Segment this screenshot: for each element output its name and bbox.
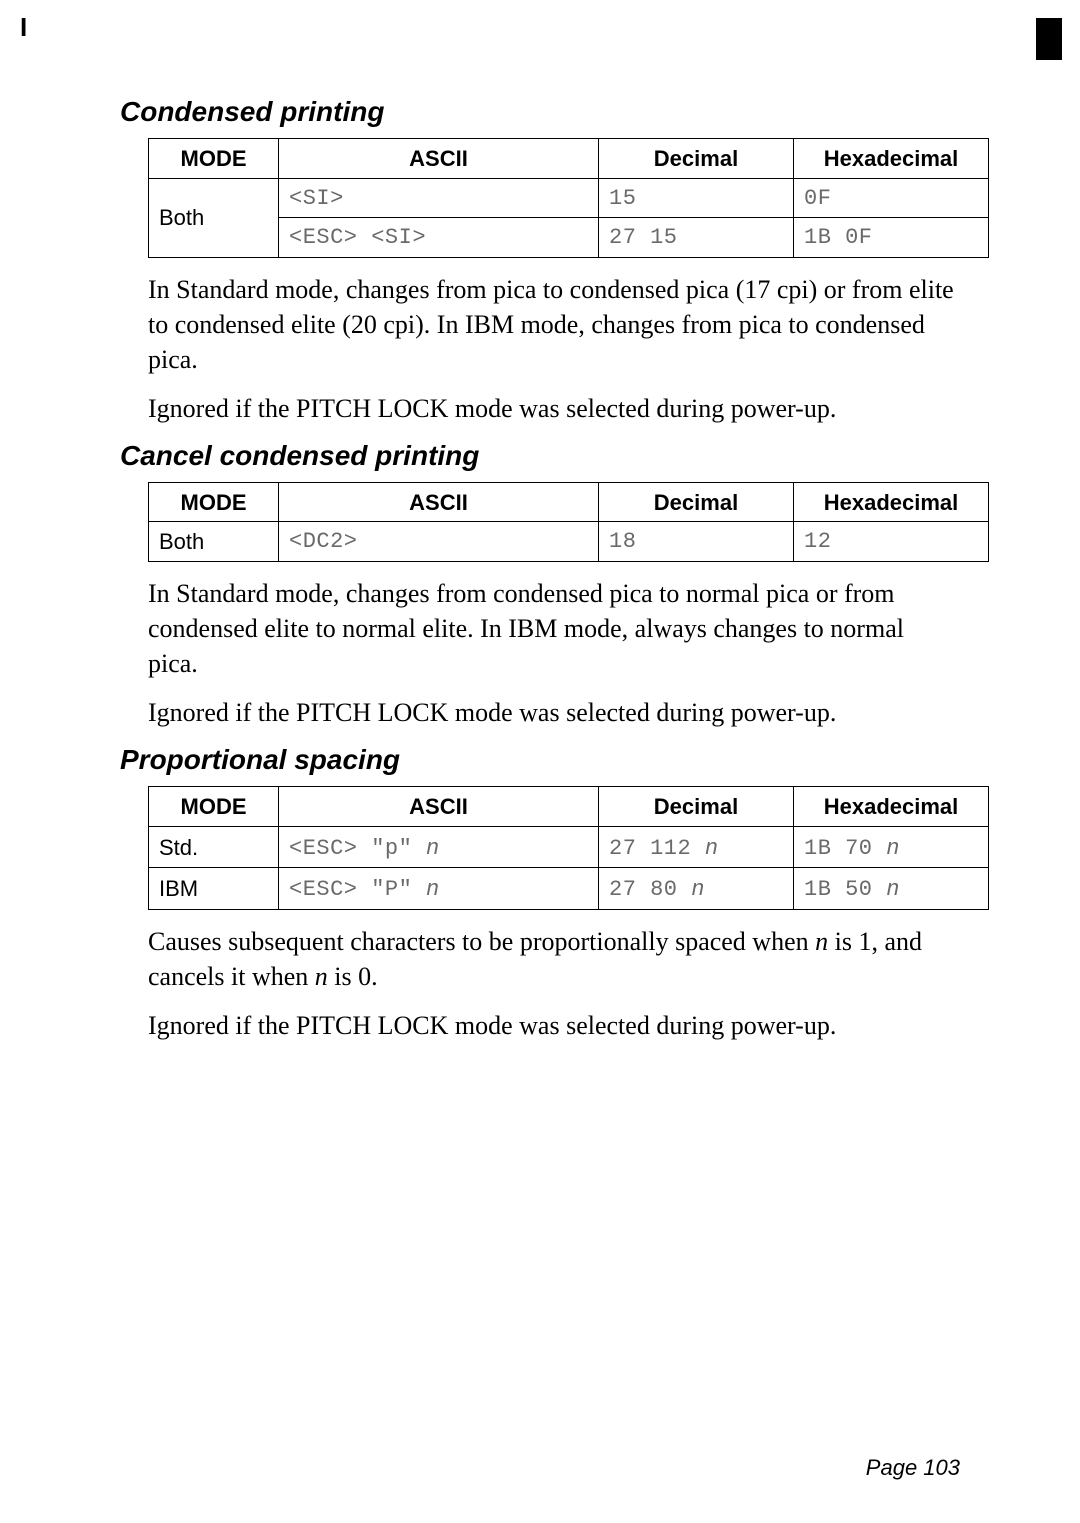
cell-hex: 0F [794,178,989,218]
cell-hex: 1B 70 n [794,826,989,868]
cell-hex-pre: 1B 70 [804,836,886,861]
cell-mode: Both [149,522,279,562]
table-row: Both <SI> 15 0F [149,178,989,218]
heading-cancel-condensed: Cancel condensed printing [120,440,960,472]
th-hex: Hexadecimal [794,139,989,179]
para-proportional-1: Causes subsequent characters to be propo… [148,924,960,994]
cell-decimal: 27 15 [599,218,794,258]
page-number: Page 103 [866,1455,960,1481]
cell-mode: Std. [149,826,279,868]
cell-hex-n: n [886,836,900,861]
table-row: IBM <ESC> "P" n 27 80 n 1B 50 n [149,868,989,910]
para-prop-n2: n [315,962,328,991]
cell-ascii-pre: <ESC> "p" [289,836,426,861]
cell-ascii: <ESC> "P" n [279,868,599,910]
para-prop-1a: Causes subsequent characters to be propo… [148,927,815,956]
th-decimal: Decimal [599,139,794,179]
cell-ascii: <ESC> "p" n [279,826,599,868]
table-header-row: MODE ASCII Decimal Hexadecimal [149,139,989,179]
para-prop-1c: is 0. [328,962,378,991]
cell-hex: 1B 50 n [794,868,989,910]
table-row: Std. <ESC> "p" n 27 112 n 1B 70 n [149,826,989,868]
para-condensed-1: In Standard mode, changes from pica to c… [148,272,960,377]
th-mode: MODE [149,139,279,179]
cell-decimal: 27 80 n [599,868,794,910]
para-cancel-1: In Standard mode, changes from condensed… [148,576,960,681]
table-cancel-condensed: MODE ASCII Decimal Hexadecimal Both <DC2… [148,482,989,562]
th-hex: Hexadecimal [794,482,989,522]
th-decimal: Decimal [599,482,794,522]
scan-artifact-top-left: I [20,12,27,43]
cell-ascii: <ESC> <SI> [279,218,599,258]
cell-hex-pre: 1B 50 [804,877,886,902]
cell-dec-n: n [691,877,705,902]
para-cancel-2: Ignored if the PITCH LOCK mode was selec… [148,695,960,730]
th-ascii: ASCII [279,482,599,522]
th-mode: MODE [149,482,279,522]
cell-dec-n: n [705,836,719,861]
cell-ascii: <DC2> [279,522,599,562]
th-ascii: ASCII [279,139,599,179]
para-prop-n1: n [815,927,828,956]
cell-ascii: <SI> [279,178,599,218]
table-header-row: MODE ASCII Decimal Hexadecimal [149,787,989,827]
cell-dec-pre: 27 80 [609,877,691,902]
cell-dec-pre: 27 112 [609,836,705,861]
heading-condensed-printing: Condensed printing [120,96,960,128]
th-mode: MODE [149,787,279,827]
cell-ascii-pre: <ESC> "P" [289,877,426,902]
cell-mode: Both [149,178,279,257]
cell-mode: IBM [149,868,279,910]
para-proportional-2: Ignored if the PITCH LOCK mode was selec… [148,1008,960,1043]
heading-proportional: Proportional spacing [120,744,960,776]
para-condensed-2: Ignored if the PITCH LOCK mode was selec… [148,391,960,426]
cell-hex: 1B 0F [794,218,989,258]
table-row: Both <DC2> 18 12 [149,522,989,562]
scan-artifact-corner-block [1036,18,1062,60]
table-condensed-printing: MODE ASCII Decimal Hexadecimal Both <SI>… [148,138,989,258]
th-hex: Hexadecimal [794,787,989,827]
cell-decimal: 27 112 n [599,826,794,868]
table-proportional: MODE ASCII Decimal Hexadecimal Std. <ESC… [148,786,989,910]
th-ascii: ASCII [279,787,599,827]
th-decimal: Decimal [599,787,794,827]
cell-hex: 12 [794,522,989,562]
table-header-row: MODE ASCII Decimal Hexadecimal [149,482,989,522]
cell-ascii-n: n [426,836,440,861]
cell-ascii-n: n [426,877,440,902]
cell-hex-n: n [886,877,900,902]
cell-decimal: 18 [599,522,794,562]
cell-decimal: 15 [599,178,794,218]
